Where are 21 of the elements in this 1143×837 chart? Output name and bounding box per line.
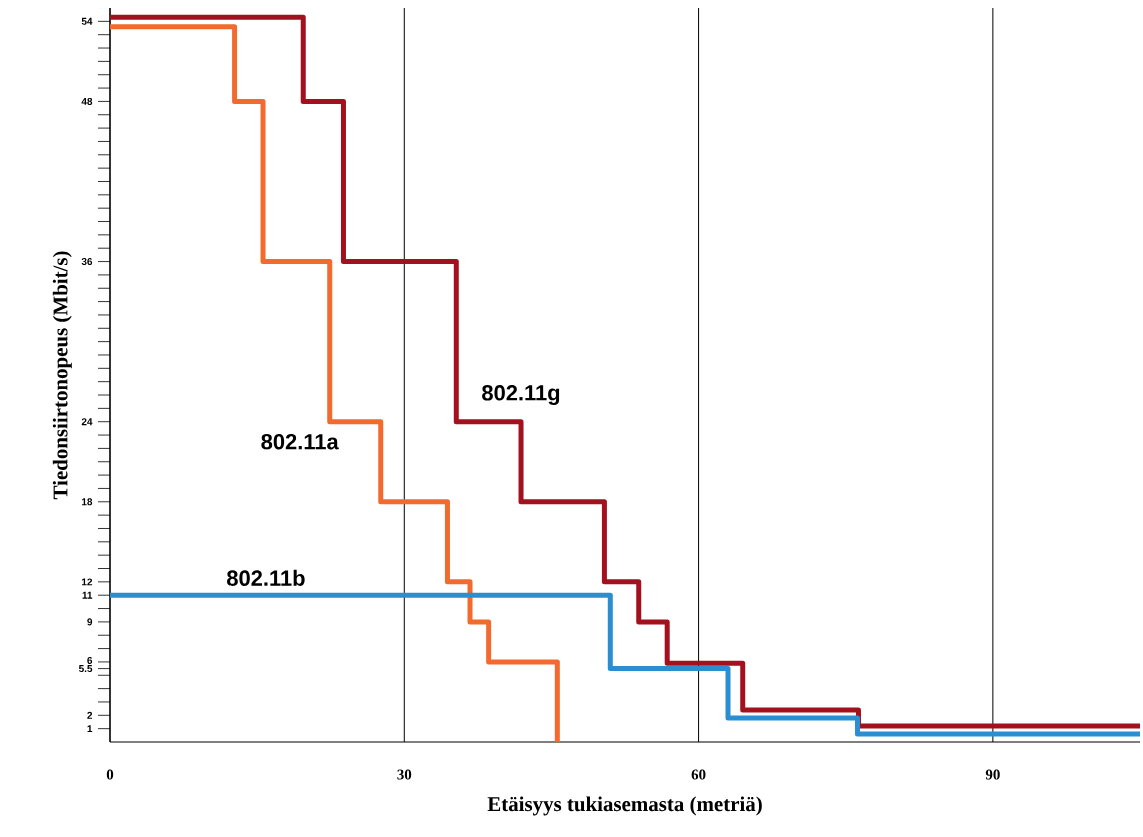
y-tick-label: 2 <box>87 711 93 719</box>
y-tick-label: 9 <box>87 618 93 626</box>
x-tick-label: 60 <box>691 769 706 780</box>
y-tick-label: 6 <box>87 656 93 664</box>
x-axis-title: Etäisyys tukiasemasta (metriä) <box>487 796 762 816</box>
x-tick-label: 90 <box>985 769 1000 780</box>
series-label: 802.11g <box>482 385 560 405</box>
y-tick-label: 48 <box>81 97 93 105</box>
y-tick-label: 1 <box>87 725 93 733</box>
y-tick-label: 18 <box>82 498 93 506</box>
y-tick-label: 11 <box>82 591 93 599</box>
y-tick-label: 24 <box>81 418 93 426</box>
x-tick-label: 0 <box>106 769 114 780</box>
series-label: 802.11a <box>261 433 339 450</box>
y-tick-label: 36 <box>81 258 93 266</box>
y-axis-title: Tiedonsiirtonopeus (Mbit/s) <box>52 251 72 500</box>
series-label: 802.11b <box>227 569 305 586</box>
y-tick-label: 54 <box>81 17 93 25</box>
y-tick-label: 12 <box>82 578 93 586</box>
y-tick-label: 5.5 <box>78 665 93 673</box>
x-tick-label: 30 <box>397 769 412 780</box>
